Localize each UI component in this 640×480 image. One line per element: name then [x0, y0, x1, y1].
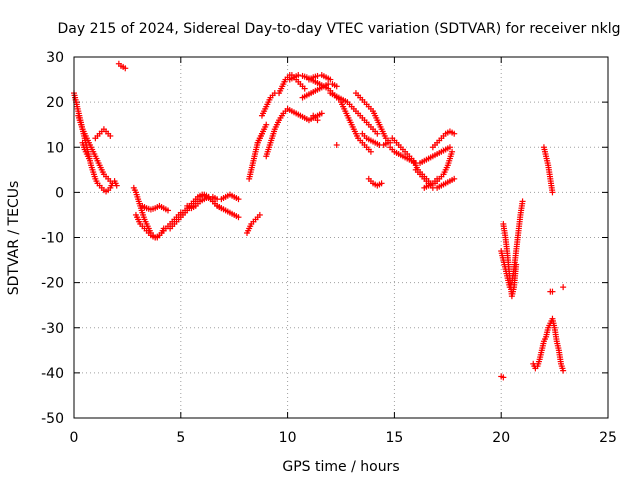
- data-point: [333, 83, 340, 90]
- data-point: [560, 367, 567, 374]
- x-axis-title: GPS time / hours: [282, 459, 399, 475]
- y-tick-label: -10: [41, 231, 64, 247]
- data-point: [434, 175, 441, 182]
- y-tick-label: -20: [41, 276, 64, 292]
- data-points: [71, 60, 567, 381]
- data-point: [113, 182, 120, 189]
- x-tick-label: 15: [385, 430, 403, 446]
- data-point: [451, 130, 458, 137]
- data-point: [85, 155, 92, 162]
- x-tick-label: 25: [599, 430, 617, 446]
- data-point: [378, 180, 385, 187]
- data-point: [295, 72, 302, 79]
- y-tick-label: 20: [46, 95, 64, 111]
- data-point: [549, 189, 556, 196]
- data-point: [107, 178, 114, 185]
- data-point: [235, 214, 242, 221]
- data-point: [107, 132, 114, 139]
- data-point: [256, 211, 263, 218]
- data-point: [314, 72, 321, 79]
- data-point: [301, 85, 308, 92]
- data-point: [327, 76, 334, 83]
- y-tick-label: -50: [41, 411, 64, 427]
- plot-frame: [73, 56, 609, 419]
- x-tick-label: 0: [70, 430, 79, 446]
- y-tick-label: 10: [46, 140, 64, 156]
- data-point: [513, 261, 520, 268]
- data-point: [449, 148, 456, 155]
- x-tick-labels: 0 5 10 15 20 25: [70, 430, 617, 446]
- data-point: [314, 117, 321, 124]
- y-tick-labels: -50 -40 -30 -20 -10 0 10 20 30: [41, 50, 64, 427]
- y-tick-label: 30: [46, 50, 64, 66]
- y-tick-label: -30: [41, 321, 64, 337]
- data-point: [263, 121, 270, 128]
- x-tick-label: 20: [492, 430, 510, 446]
- data-point: [160, 225, 167, 232]
- data-point: [164, 207, 171, 214]
- data-point: [519, 198, 526, 205]
- data-point: [549, 288, 556, 295]
- x-tick-label: 10: [279, 430, 297, 446]
- data-point: [318, 110, 325, 117]
- data-point: [333, 141, 340, 148]
- data-point: [384, 139, 391, 146]
- data-point: [560, 284, 567, 291]
- data-point: [374, 130, 381, 137]
- y-tick-label: 0: [55, 185, 64, 201]
- data-point: [451, 175, 458, 182]
- y-tick-label: -40: [41, 366, 64, 382]
- data-point: [446, 144, 453, 151]
- data-point: [122, 65, 129, 72]
- data-point: [367, 148, 374, 155]
- data-point: [235, 196, 242, 203]
- chart-title: Day 215 of 2024, Sidereal Day-to-day VTE…: [58, 21, 621, 37]
- data-point: [500, 374, 507, 381]
- x-tick-label: 5: [176, 430, 185, 446]
- y-axis-title: SDTVAR / TECUs: [6, 181, 22, 296]
